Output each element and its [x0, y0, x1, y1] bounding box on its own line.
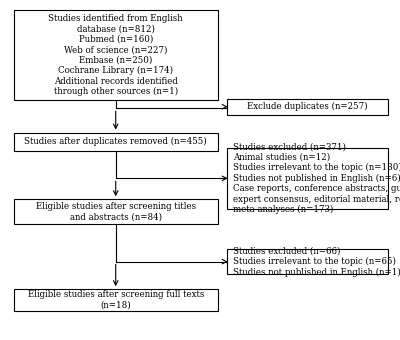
- FancyBboxPatch shape: [14, 133, 218, 151]
- FancyBboxPatch shape: [14, 10, 218, 100]
- Text: Eligible studies after screening full texts
(n=18): Eligible studies after screening full te…: [28, 290, 204, 310]
- FancyBboxPatch shape: [228, 99, 388, 115]
- Text: Studies after duplicates removed (n=455): Studies after duplicates removed (n=455): [24, 137, 207, 146]
- FancyBboxPatch shape: [228, 249, 388, 274]
- FancyBboxPatch shape: [14, 199, 218, 224]
- Text: Studies identified from English
database (n=812)
Pubmed (n=160)
Web of science (: Studies identified from English database…: [48, 14, 183, 96]
- FancyBboxPatch shape: [14, 289, 218, 311]
- Text: Exclude duplicates (n=257): Exclude duplicates (n=257): [248, 102, 368, 111]
- FancyBboxPatch shape: [228, 148, 388, 209]
- Text: Studies excluded (n=371)
Animal studies (n=12)
Studies irrelevant to the topic (: Studies excluded (n=371) Animal studies …: [233, 142, 400, 214]
- Text: Eligible studies after screening titles
and abstracts (n=84): Eligible studies after screening titles …: [36, 202, 196, 221]
- Text: Studies excluded (n=66)
Studies irrelevant to the topic (n=65)
Studies not publi: Studies excluded (n=66) Studies irreleva…: [233, 246, 400, 277]
